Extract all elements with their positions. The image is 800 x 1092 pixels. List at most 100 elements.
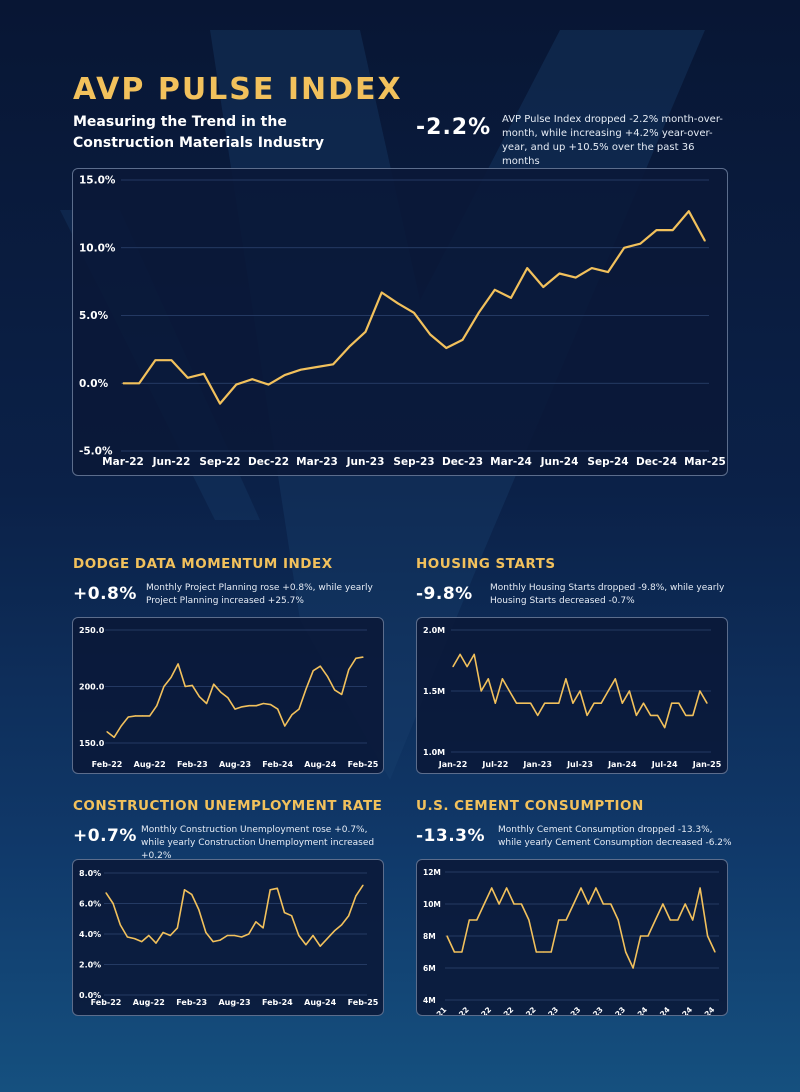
- data-point: [340, 924, 343, 926]
- data-point: [291, 714, 293, 716]
- x-tick-label: Mar-23: [533, 1005, 560, 1015]
- data-point: [183, 889, 186, 891]
- data-point: [505, 887, 508, 889]
- series-line-unemployment: [105, 884, 364, 947]
- y-tick-label: 2.0%: [79, 961, 101, 970]
- data-point: [639, 935, 642, 937]
- data-point: [595, 887, 597, 889]
- x-tick-label: Jan-23: [522, 760, 552, 769]
- data-point: [572, 702, 574, 704]
- x-tick-label: Jul-22: [481, 760, 508, 769]
- data-point: [483, 903, 485, 905]
- data-point: [657, 714, 659, 716]
- dodge-chart-panel: 250.0 200.0 150.0 Feb-22 Aug-22 Feb-23 Aug-23 F…: [72, 617, 384, 774]
- y-tick-label: -5.0%: [79, 446, 113, 458]
- data-point: [678, 702, 680, 704]
- data-point: [233, 934, 236, 937]
- data-point: [241, 706, 243, 708]
- data-point: [677, 919, 679, 921]
- data-point: [355, 657, 357, 659]
- y-tick-label: 4M: [423, 996, 436, 1005]
- data-point: [126, 936, 129, 938]
- data-point: [241, 936, 243, 938]
- data-point: [269, 703, 272, 706]
- data-point: [163, 685, 165, 688]
- data-point: [494, 702, 496, 704]
- data-point: [543, 951, 545, 953]
- data-point: [714, 951, 716, 953]
- x-tick-label: Dec-22: [511, 1005, 538, 1015]
- x-tick-label: Dec-21: [421, 1005, 448, 1015]
- y-tick-label: 4.0%: [79, 930, 101, 939]
- x-tick-label: Feb-25: [348, 760, 379, 769]
- data-point: [226, 934, 228, 937]
- data-point: [550, 951, 552, 953]
- data-point: [319, 945, 321, 947]
- data-point: [277, 708, 279, 710]
- x-tick-label: Feb-22: [92, 760, 123, 769]
- data-point: [154, 359, 156, 361]
- data-point: [515, 702, 518, 704]
- data-point: [348, 915, 350, 917]
- data-point: [623, 247, 625, 249]
- x-tick-label: Jul-24: [651, 760, 678, 769]
- data-point: [688, 210, 690, 212]
- unemployment-chart-panel: 8.0% 6.0% 4.0% 2.0% 0.0% Feb-22 Aug-22 Feb-23 Au…: [72, 859, 384, 1016]
- x-tick-label: Sep-23: [578, 1005, 605, 1015]
- data-point: [262, 927, 264, 929]
- x-tick-label: Mar-22: [443, 1005, 470, 1015]
- x-tick-label: Dec-23: [600, 1005, 627, 1015]
- data-point: [262, 702, 265, 705]
- data-point: [284, 374, 286, 376]
- data-point: [452, 666, 454, 668]
- data-point: [535, 951, 537, 953]
- data-point: [112, 902, 114, 905]
- x-tick-label: Jan-24: [607, 760, 637, 769]
- data-point: [305, 688, 307, 690]
- series-line-cement: [446, 887, 716, 969]
- pulse-change-stat: -2.2%: [416, 115, 492, 140]
- data-point: [699, 887, 701, 889]
- y-tick-label: 15.0%: [79, 175, 116, 187]
- data-point: [191, 893, 193, 895]
- data-point: [498, 903, 500, 905]
- data-point: [671, 702, 673, 704]
- x-tick-label: Dec-24: [689, 1005, 716, 1015]
- data-point: [473, 653, 475, 655]
- data-point: [487, 678, 489, 680]
- data-point: [520, 903, 523, 905]
- data-point: [255, 705, 257, 707]
- x-tick-label: Mar-24: [490, 456, 532, 468]
- data-point: [526, 267, 528, 269]
- data-point: [348, 668, 350, 671]
- data-point: [491, 887, 493, 889]
- x-tick-label: Jun-23: [346, 456, 385, 468]
- data-point: [191, 684, 193, 686]
- data-point: [105, 892, 107, 894]
- x-tick-label: Mar-23: [296, 456, 338, 468]
- data-point: [614, 678, 616, 680]
- data-point: [494, 289, 496, 291]
- data-point: [212, 941, 214, 943]
- data-point: [300, 369, 302, 371]
- data-point: [537, 714, 539, 716]
- data-point: [466, 666, 468, 668]
- data-point: [621, 702, 623, 704]
- data-point: [692, 714, 694, 716]
- x-tick-label: Dec-23: [442, 456, 483, 468]
- data-point: [704, 240, 706, 242]
- data-point: [283, 912, 286, 914]
- y-tick-label: 10M: [423, 900, 441, 909]
- data-point: [587, 903, 590, 905]
- x-tick-label: Aug-24: [304, 760, 337, 769]
- data-point: [565, 678, 567, 680]
- cement-chart-panel: 12M10M8M6M4MDec-21Mar-22Jun-22Sep-22Dec-…: [416, 859, 728, 1032]
- data-point: [362, 884, 364, 886]
- pulse-index-chart: 15.0% 10.0% 5.0% 0.0% -5.0%Mar-22 Jun-22 Sep-2…: [79, 175, 726, 469]
- data-point: [654, 919, 657, 921]
- data-point: [617, 919, 619, 921]
- x-tick-label: Feb-23: [176, 998, 207, 1007]
- x-tick-label: Mar-25: [684, 456, 726, 468]
- unemployment-change-stat: +0.7%: [73, 826, 137, 846]
- data-point: [461, 339, 464, 341]
